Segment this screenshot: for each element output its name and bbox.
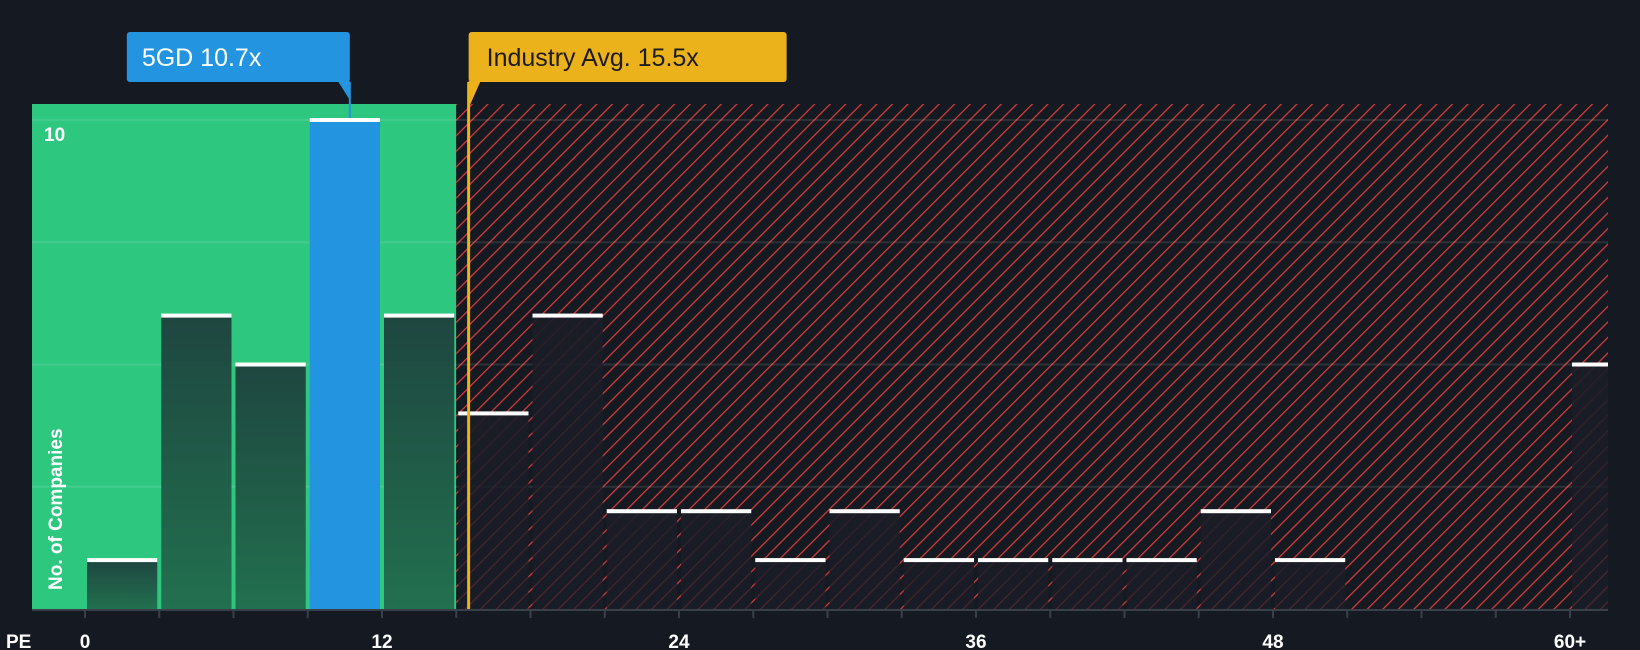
histogram-bar — [1572, 364, 1608, 609]
histogram-bar — [532, 315, 603, 609]
histogram-bar — [681, 511, 752, 609]
bar-top-marker — [458, 411, 529, 416]
histogram-bar — [606, 511, 677, 609]
bar-top-marker — [755, 558, 826, 563]
histogram-bar — [235, 364, 306, 609]
histogram-bar — [1275, 560, 1346, 609]
histogram-bar — [903, 560, 974, 609]
bar-top-marker — [1200, 509, 1271, 514]
bar-top-marker — [235, 362, 306, 367]
company-label: 5GD 10.7x — [142, 44, 262, 72]
x-tick-label: 0 — [80, 632, 91, 650]
bar-top-marker — [532, 313, 603, 318]
histogram-bar — [309, 120, 380, 609]
histogram-bar — [1126, 560, 1197, 609]
bar-top-marker — [87, 558, 158, 563]
bar-top-marker — [681, 509, 752, 514]
histogram-bar — [1052, 560, 1123, 609]
x-tick-label: 24 — [668, 632, 690, 650]
bar-top-marker — [606, 509, 677, 514]
bar-top-marker — [1126, 558, 1197, 563]
histogram-bar — [384, 315, 455, 609]
histogram-bar — [161, 315, 232, 609]
histogram-bar — [87, 560, 158, 609]
histogram-bar — [755, 560, 826, 609]
bar-top-marker — [384, 313, 455, 318]
histogram-bar — [1200, 511, 1271, 609]
x-tick-label: 60+ — [1554, 632, 1586, 650]
x-tick-label: 12 — [371, 632, 392, 650]
bar-top-marker — [309, 118, 380, 122]
bar-top-marker — [161, 313, 232, 318]
histogram-bar — [978, 560, 1049, 609]
y-axis-label: No. of Companies — [46, 428, 67, 590]
industry-avg-pointer — [468, 81, 481, 108]
bar-top-marker — [829, 509, 900, 514]
bar-top-marker — [978, 558, 1049, 563]
company-label-box — [126, 32, 350, 82]
bar-top-marker — [1052, 558, 1123, 563]
company-label-pointer — [337, 81, 350, 100]
bar-top-marker — [903, 558, 974, 563]
histogram-bar — [829, 511, 900, 609]
bar-top-marker — [1275, 558, 1346, 563]
x-tick-label: 36 — [965, 632, 986, 650]
industry-avg-label: Industry Avg. 15.5x — [487, 44, 700, 72]
industry-avg-label-box — [468, 32, 787, 82]
bar-top-marker — [1572, 362, 1608, 367]
x-axis-label: PE — [6, 632, 31, 650]
y-tick-label: 10 — [44, 125, 65, 146]
x-tick-label: 48 — [1262, 632, 1283, 650]
